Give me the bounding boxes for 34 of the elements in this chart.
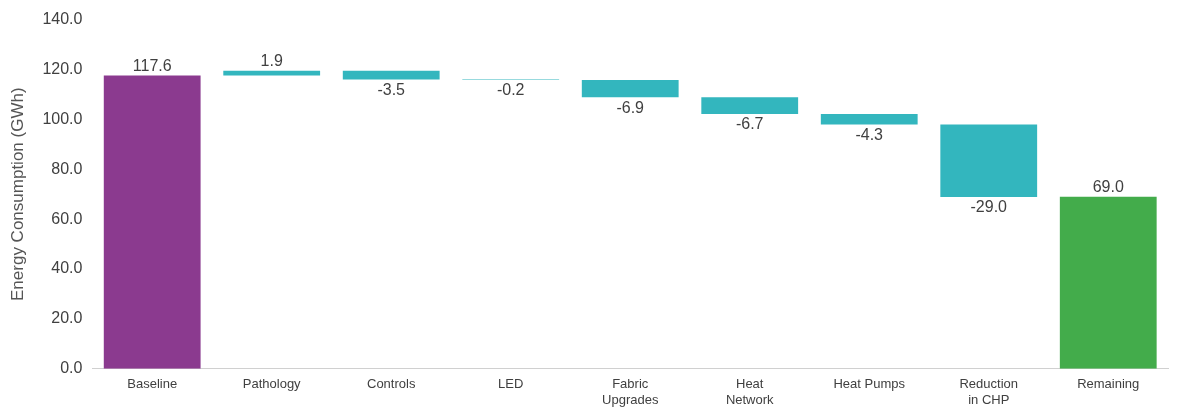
y-tick-label: 100.0 <box>42 109 83 127</box>
x-tick-label: Fabric Upgrades <box>602 376 659 407</box>
x-tick-label: Heat Pumps <box>833 376 906 392</box>
bar <box>103 75 201 369</box>
bar <box>820 113 918 125</box>
y-tick-label: 20.0 <box>51 309 83 327</box>
x-tick-label: LED <box>498 376 524 392</box>
y-tick-label: 140.0 <box>42 10 83 28</box>
y-tick-label: 60.0 <box>51 209 83 227</box>
data-label: 117.6 <box>132 56 172 74</box>
bar <box>940 124 1038 197</box>
data-label: -4.3 <box>855 126 884 144</box>
x-tick-label: Heat Network <box>725 376 775 407</box>
y-tick-label: 80.0 <box>51 159 83 177</box>
data-label: -0.2 <box>496 81 525 99</box>
bar <box>701 97 799 114</box>
y-tick-label: 0.0 <box>60 359 83 377</box>
data-label: -6.7 <box>735 115 764 133</box>
data-label: -3.5 <box>377 80 406 98</box>
x-tick-label: Baseline <box>127 376 178 392</box>
y-tick-label: 120.0 <box>42 59 83 77</box>
x-tick-label: Pathology <box>242 376 302 392</box>
y-axis-title: Energy Consumption (GWh) <box>7 87 27 301</box>
x-tick-label: Reduction in CHP <box>959 376 1019 407</box>
x-tick-label: Remaining <box>1077 376 1140 392</box>
y-tick-label: 40.0 <box>51 259 83 277</box>
bar <box>342 70 440 80</box>
data-label: -6.9 <box>616 98 645 116</box>
data-label: 69.0 <box>1092 178 1124 196</box>
x-tick-label: Controls <box>367 376 416 392</box>
bar <box>1059 196 1157 369</box>
data-label: 1.9 <box>260 52 283 70</box>
data-label: -29.0 <box>970 198 1008 216</box>
bar <box>581 79 679 98</box>
